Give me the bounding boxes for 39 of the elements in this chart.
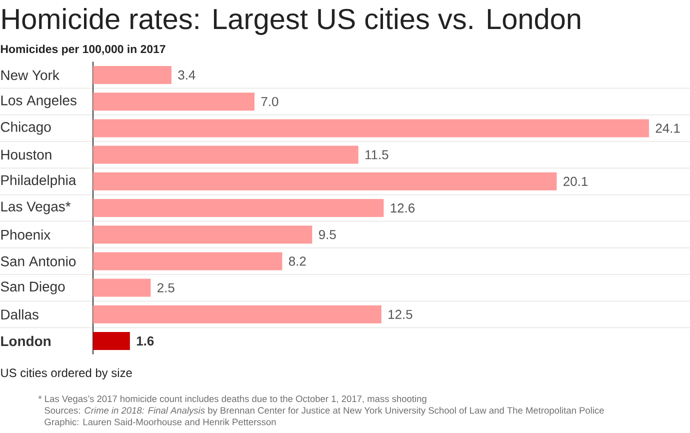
data-label: 7.0 [261, 97, 278, 106]
y-tick-label: Los Angeles [1, 95, 76, 108]
data-label: 9.5 [318, 230, 336, 240]
bar [93, 146, 358, 164]
source-note: Sources: Crime in 2018: Final Analysis by Brennan Center for Justice at New York University School of Law and The Metropolitan Police [44, 406, 604, 416]
data-label: 8.2 [288, 256, 306, 266]
data-label: 3.4 [178, 70, 196, 80]
y-tick-label: Houston [1, 150, 52, 160]
bar [93, 92, 254, 111]
y-tick-label: New York [1, 70, 60, 80]
bar [93, 198, 384, 217]
bar [93, 252, 282, 270]
y-tick-label: Dallas [1, 309, 38, 320]
chart-subtitle: Homicides per 100,000 in 2017 [0, 44, 166, 56]
text: US cities ordered by size [1, 368, 132, 380]
bar [93, 305, 382, 324]
bar [93, 172, 557, 190]
y-tick-label: San Antonio [0, 256, 76, 266]
data-label: 12.5 [388, 310, 412, 319]
y-tick-label: London [1, 336, 50, 346]
y-tick-label: Philadelphia [1, 174, 76, 188]
bar [93, 278, 151, 297]
data-label: 1.6 [136, 336, 154, 346]
bar [93, 226, 312, 244]
y-tick-label: San Diego [0, 281, 65, 294]
data-label: 12.6 [390, 203, 415, 213]
bar [93, 332, 130, 350]
y-tick-label: Chicago [0, 122, 51, 135]
y-tick-label: Las Vegas* [1, 202, 71, 214]
y-tick-label: Phoenix [1, 229, 50, 240]
text: Graphic: Lauren Said-Moorhouse and Henrik Pettersson [44, 418, 276, 428]
bar [93, 119, 650, 138]
data-label: 24.1 [656, 124, 680, 133]
data-label: 2.5 [158, 283, 174, 292]
data-label: 11.5 [366, 150, 388, 160]
text: * Las Vegas’s 2017 homicide count includes deaths due to the October 1, 2017, mass shooting [38, 395, 426, 404]
data-label: 20.1 [564, 176, 588, 186]
chart-title: Homicide rates: Largest US cities vs. London [2, 8, 580, 35]
bar [93, 66, 172, 84]
